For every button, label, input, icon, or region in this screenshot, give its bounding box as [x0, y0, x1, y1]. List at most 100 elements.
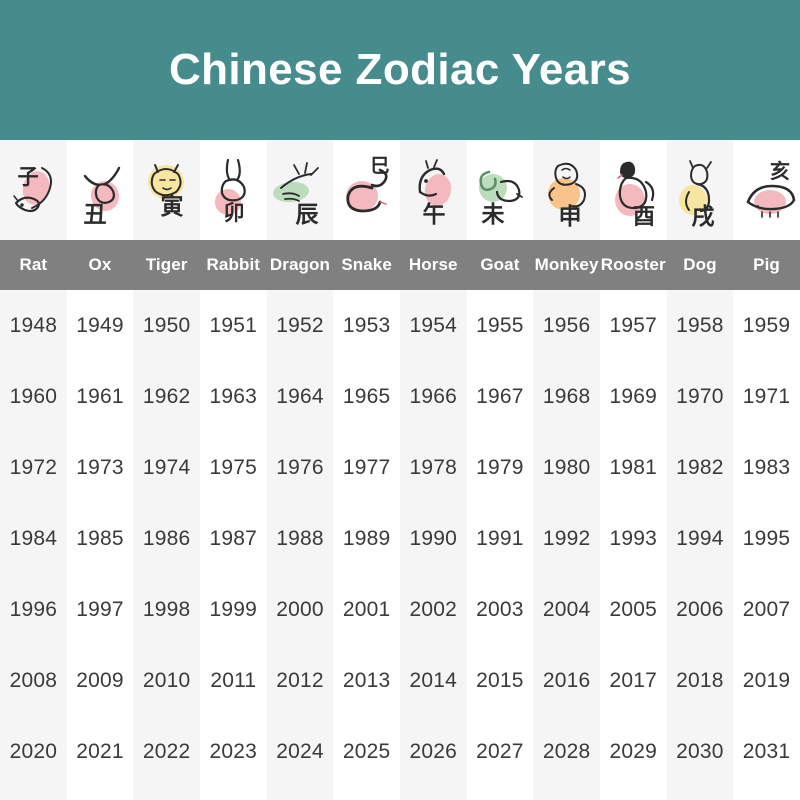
- goat-brush-icon: 未: [469, 148, 531, 232]
- year-cell: 1953: [342, 313, 391, 337]
- svg-text:酉: 酉: [633, 205, 655, 230]
- year-cell: 2024: [276, 739, 324, 763]
- zodiac-label-pig: Pig: [753, 255, 780, 274]
- year-cell: 1959: [742, 313, 791, 337]
- year-cell: 1962: [142, 384, 191, 408]
- year-cell: 2013: [342, 668, 391, 692]
- table-row: 2008 2009 2010 2011 2012 2013 2014 2015 2016 2017…: [0, 645, 800, 716]
- dragon-brush-icon: 辰: [269, 148, 331, 232]
- zodiac-icon-cell-horse: 午: [400, 140, 467, 240]
- year-cell: 1986: [142, 526, 191, 550]
- zodiac-icon-row: 子丑 寅 卯 辰 巳午 未 申 酉 戌 亥: [0, 140, 800, 240]
- year-cell: 1991: [476, 526, 524, 550]
- year-cell: 1950: [142, 313, 191, 337]
- zodiac-label-monkey: Monkey: [534, 255, 599, 274]
- zodiac-label-rooster: Rooster: [600, 255, 666, 274]
- year-cell: 1995: [742, 526, 791, 550]
- rat-brush-icon: 子: [2, 148, 64, 232]
- zodiac-icon-cell-ox: 丑: [67, 140, 134, 240]
- year-cell: 2020: [9, 739, 58, 763]
- year-cell: 1980: [542, 455, 591, 479]
- year-cell: 1977: [342, 455, 391, 479]
- year-cell: 2026: [409, 739, 458, 763]
- year-cell: 2016: [542, 668, 591, 692]
- year-cell: 1971: [742, 384, 791, 408]
- table-row: 2020 2021 2022 2023 2024 2025 2026 2027 2028 2029…: [0, 716, 800, 787]
- svg-text:亥: 亥: [770, 159, 790, 183]
- year-cell: 1973: [76, 455, 124, 479]
- zodiac-label-rabbit: Rabbit: [206, 255, 261, 274]
- zodiac-icon-cell-snake: 巳: [333, 140, 400, 240]
- year-cell: 1948: [9, 313, 58, 337]
- year-cell: 2022: [142, 739, 191, 763]
- year-cell: 1957: [609, 313, 657, 337]
- table-row: 1972 1973 1974 1975 1976 1977 1978 1979 1980 1981…: [0, 432, 800, 503]
- zodiac-icon-cell-rat: 子: [0, 140, 67, 240]
- year-cell: 1998: [142, 597, 191, 621]
- year-cell: 1970: [676, 384, 724, 408]
- year-cell: 1972: [9, 455, 58, 479]
- year-cell: 1987: [209, 526, 258, 550]
- year-cell: 2009: [76, 668, 124, 692]
- year-cell: 2019: [742, 668, 791, 692]
- year-cell: 1963: [209, 384, 258, 408]
- svg-text:卯: 卯: [224, 201, 245, 225]
- svg-text:午: 午: [423, 201, 446, 228]
- year-cell: 1985: [76, 526, 124, 550]
- year-cell: 1984: [9, 526, 58, 550]
- svg-text:申: 申: [558, 203, 581, 230]
- year-cell: 2003: [476, 597, 524, 621]
- year-cell: 1988: [276, 526, 324, 550]
- year-cell: 1966: [409, 384, 458, 408]
- zodiac-year-rows: 1948 1949 1950 1951 1952 1953 1954 1955 1956 1957…: [0, 290, 800, 787]
- zodiac-label-dog: Dog: [683, 255, 717, 274]
- tiger-brush-icon: 寅: [136, 148, 198, 232]
- svg-text:子: 子: [18, 165, 39, 189]
- snake-brush-icon: 巳: [336, 148, 398, 232]
- zodiac-label-rat: Rat: [19, 255, 48, 274]
- zodiac-icon-cell-pig: 亥: [733, 140, 800, 240]
- zodiac-icon-cell-monkey: 申: [533, 140, 600, 240]
- year-cell: 2021: [76, 739, 124, 763]
- zodiac-icon-cell-rabbit: 卯: [200, 140, 267, 240]
- table-row: 1948 1949 1950 1951 1952 1953 1954 1955 1956 1957…: [0, 290, 800, 361]
- year-cell: 1965: [342, 384, 391, 408]
- year-cell: 2005: [609, 597, 657, 621]
- year-cell: 1978: [409, 455, 458, 479]
- year-cell: 1969: [609, 384, 657, 408]
- zodiac-table: 子丑 寅 卯 辰 巳午 未 申 酉 戌 亥 Rat Ox Tiger Rabbit Dragon Snake…: [0, 140, 800, 787]
- year-cell: 1956: [542, 313, 591, 337]
- year-cell: 2004: [542, 597, 591, 621]
- year-cell: 1960: [9, 384, 58, 408]
- zodiac-icon-cell-dragon: 辰: [267, 140, 334, 240]
- year-cell: 1951: [209, 313, 258, 337]
- table-row: 1960 1961 1962 1963 1964 1965 1966 1967 1968 1969…: [0, 361, 800, 432]
- monkey-brush-icon: 申: [536, 148, 598, 232]
- horse-brush-icon: 午: [402, 148, 464, 232]
- year-cell: 1976: [276, 455, 324, 479]
- year-cell: 1992: [542, 526, 591, 550]
- zodiac-label-row: Rat Ox Tiger Rabbit Dragon Snake Horse Goat Monk…: [0, 240, 800, 290]
- zodiac-label-dragon: Dragon: [269, 255, 330, 274]
- year-cell: 1961: [76, 384, 124, 408]
- year-cell: 1955: [476, 313, 524, 337]
- zodiac-label-snake: Snake: [341, 255, 392, 274]
- ox-brush-icon: 丑: [69, 148, 131, 232]
- year-cell: 2025: [342, 739, 391, 763]
- zodiac-label-tiger: Tiger: [145, 255, 188, 274]
- zodiac-label-ox: Ox: [88, 255, 112, 274]
- year-cell: 2006: [676, 597, 724, 621]
- year-cell: 1949: [76, 313, 124, 337]
- year-cell: 2018: [676, 668, 724, 692]
- pig-brush-icon: 亥: [736, 148, 798, 232]
- svg-text:丑: 丑: [83, 202, 106, 228]
- year-cell: 2007: [742, 597, 791, 621]
- year-cell: 2029: [609, 739, 657, 763]
- zodiac-icon-cell-dog: 戌: [667, 140, 734, 240]
- svg-text:巳: 巳: [370, 155, 389, 177]
- year-cell: 1964: [276, 384, 324, 408]
- year-cell: 1983: [742, 455, 791, 479]
- year-cell: 2002: [409, 597, 458, 621]
- page-title: Chinese Zodiac Years: [168, 45, 632, 94]
